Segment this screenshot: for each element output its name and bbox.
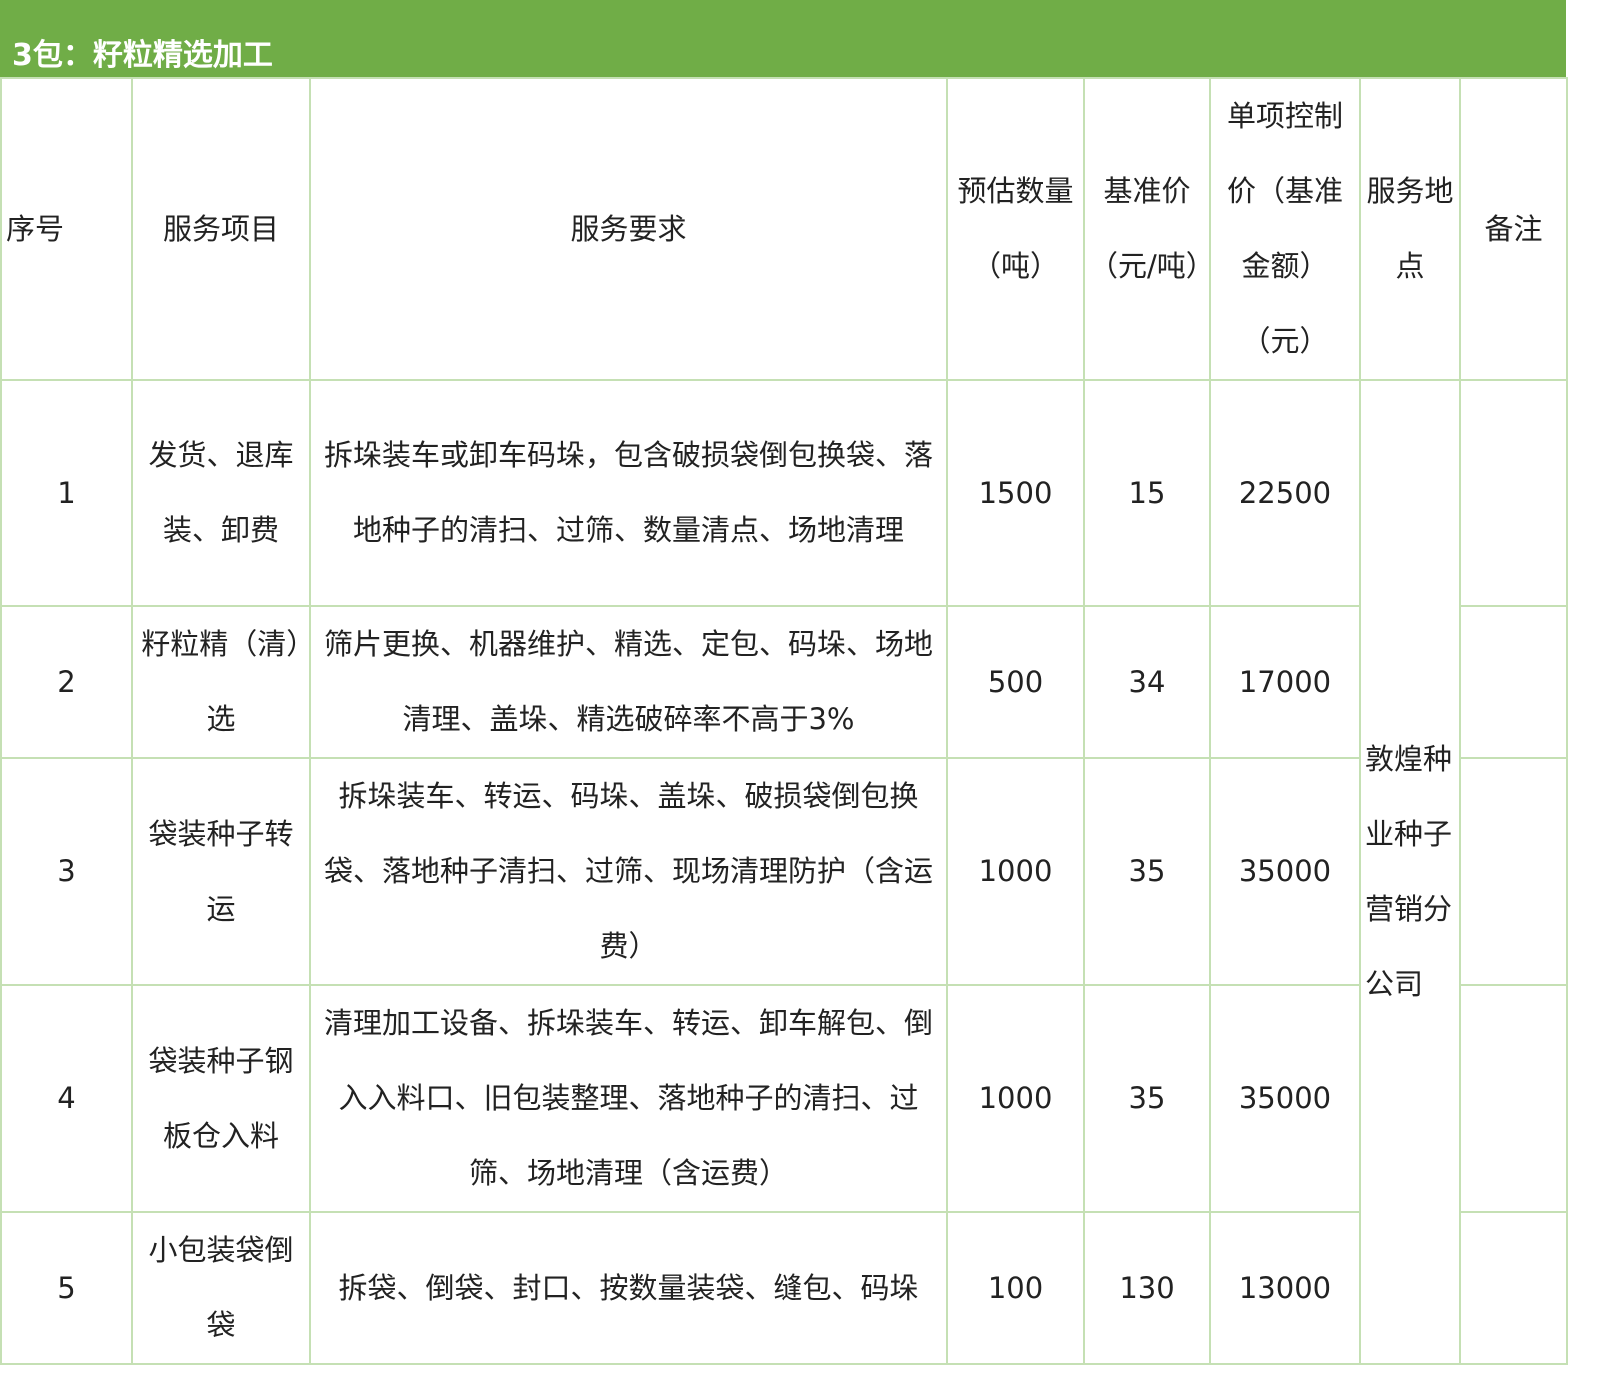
cell-price: 35 <box>1083 984 1211 1213</box>
table-row: 3 袋装种子转运 拆垛装车、转运、码垛、盖垛、破损袋倒包换袋、落地种子清扫、过筛… <box>0 757 1568 986</box>
cell-note <box>1459 1211 1568 1365</box>
header-cell: 基准价（元/吨） <box>1083 77 1211 381</box>
header-cell: 序号 <box>0 77 133 381</box>
cell-note <box>1459 379 1568 607</box>
service-table: 序号 服务项目 服务要求 预估数量（吨） 基准价（元/吨） 单项控制价（基准金额… <box>0 77 1568 1365</box>
header-cell: 备注 <box>1459 77 1568 381</box>
table-row: 5 小包装袋倒袋 拆袋、倒袋、封口、按数量装袋、缝包、码垛 100 130 13… <box>0 1211 1568 1365</box>
cell-price: 130 <box>1083 1211 1211 1365</box>
cell-qty: 1000 <box>946 757 1085 986</box>
cell-req: 拆袋、倒袋、封口、按数量装袋、缝包、码垛 <box>309 1211 948 1365</box>
header-cell: 服务地点 <box>1359 77 1461 381</box>
cell-item: 袋装种子转运 <box>131 757 311 986</box>
cell-total: 13000 <box>1209 1211 1361 1365</box>
cell-note <box>1459 605 1568 759</box>
cell-req: 清理加工设备、拆垛装车、转运、卸车解包、倒入入料口、旧包装整理、落地种子的清扫、… <box>309 984 948 1213</box>
table-row: 2 籽粒精（清）选 筛片更换、机器维护、精选、定包、码垛、场地清理、盖垛、精选破… <box>0 605 1568 759</box>
cell-item: 小包装袋倒袋 <box>131 1211 311 1365</box>
cell-item: 发货、退库装、卸费 <box>131 379 311 607</box>
cell-total: 22500 <box>1209 379 1361 607</box>
cell-price: 34 <box>1083 605 1211 759</box>
cell-item: 籽粒精（清）选 <box>131 605 311 759</box>
cell-note <box>1459 984 1568 1213</box>
cell-no: 5 <box>0 1211 133 1365</box>
header-row: 序号 服务项目 服务要求 预估数量（吨） 基准价（元/吨） 单项控制价（基准金额… <box>0 77 1568 381</box>
cell-no: 4 <box>0 984 133 1213</box>
table-title: 3包：籽粒精选加工 <box>0 0 1566 77</box>
header-cell: 服务项目 <box>131 77 311 381</box>
cell-qty: 100 <box>946 1211 1085 1365</box>
table-row: 4 袋装种子钢板仓入料 清理加工设备、拆垛装车、转运、卸车解包、倒入入料口、旧包… <box>0 984 1568 1213</box>
header-cell: 单项控制价（基准金额）（元） <box>1209 77 1361 381</box>
cell-qty: 500 <box>946 605 1085 759</box>
cell-price: 15 <box>1083 379 1211 607</box>
cell-note <box>1459 757 1568 986</box>
header-cell: 预估数量（吨） <box>946 77 1085 381</box>
cell-req: 拆垛装车、转运、码垛、盖垛、破损袋倒包换袋、落地种子清扫、过筛、现场清理防护（含… <box>309 757 948 986</box>
cell-item: 袋装种子钢板仓入料 <box>131 984 311 1213</box>
cell-total: 35000 <box>1209 757 1361 986</box>
cell-total: 35000 <box>1209 984 1361 1213</box>
cell-req: 筛片更换、机器维护、精选、定包、码垛、场地清理、盖垛、精选破碎率不高于3% <box>309 605 948 759</box>
cell-req: 拆垛装车或卸车码垛，包含破损袋倒包换袋、落地种子的清扫、过筛、数量清点、场地清理 <box>309 379 948 607</box>
cell-price: 35 <box>1083 757 1211 986</box>
table-row: 1 发货、退库装、卸费 拆垛装车或卸车码垛，包含破损袋倒包换袋、落地种子的清扫、… <box>0 379 1568 1365</box>
cell-qty: 1500 <box>946 379 1085 607</box>
cell-no: 1 <box>0 379 133 607</box>
cell-qty: 1000 <box>946 984 1085 1213</box>
cell-total: 17000 <box>1209 605 1361 759</box>
cell-location: 敦煌种业种子营销分公司 <box>1359 379 1461 1365</box>
cell-no: 2 <box>0 605 133 759</box>
cell-no: 3 <box>0 757 133 986</box>
header-cell: 服务要求 <box>309 77 948 381</box>
